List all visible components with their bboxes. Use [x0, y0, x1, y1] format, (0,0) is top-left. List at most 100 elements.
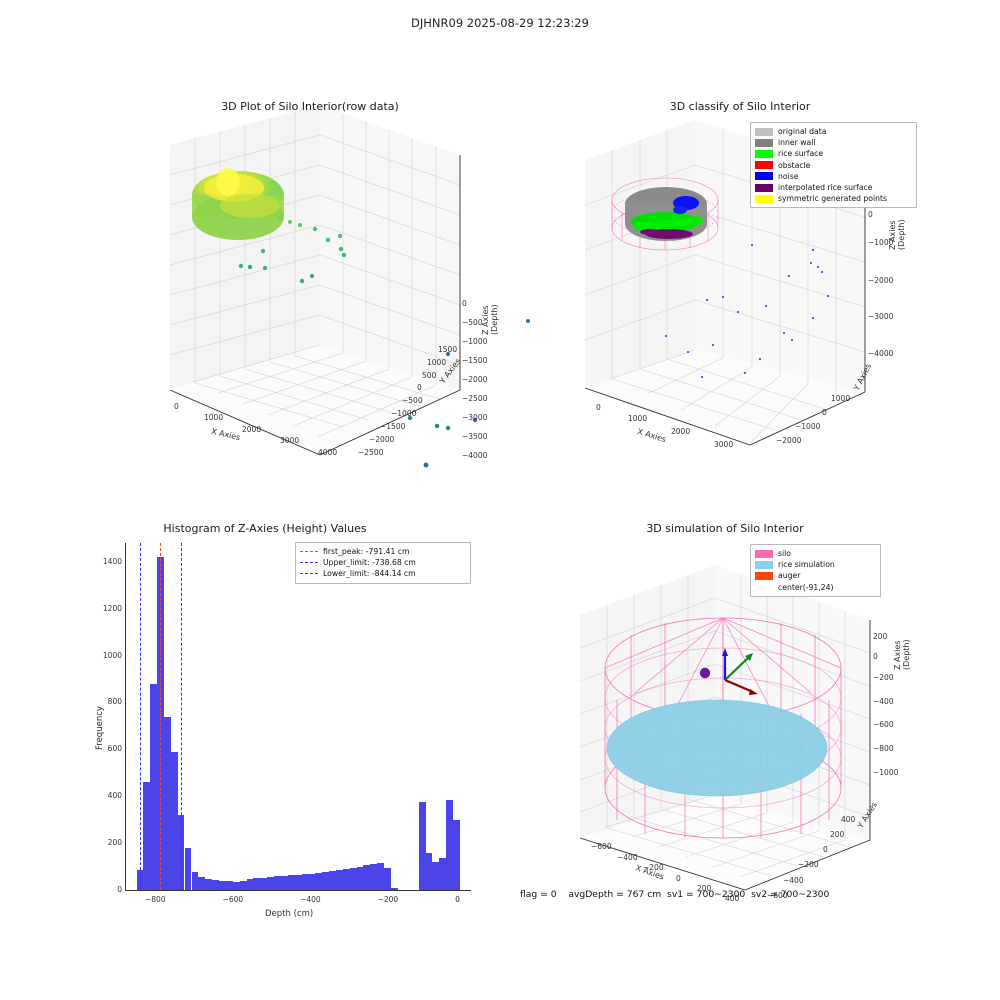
histogram-bar: [315, 872, 323, 890]
legend-label-interpolated-rice-surface: interpolated rice surface: [778, 183, 873, 193]
raw3d-grid: [169, 111, 461, 438]
legend-label-rice-surface: rice surface: [778, 149, 824, 159]
histogram-bar: [260, 877, 268, 890]
histogram-y-tick: 1400: [102, 556, 122, 566]
legend-item-first-peak: first_peak: -791.41 cm: [300, 546, 465, 557]
panel-simulation-3d: 3D simulation of Silo Interior: [545, 520, 945, 920]
raw3d-canvas: [169, 105, 530, 468]
swatch-interpolated-rice-surface: [755, 183, 773, 192]
simulation3d-zlabel: Z Axies (Depth): [893, 639, 911, 670]
classify3d-zlabel: Z Axies (Depth): [888, 219, 906, 250]
panel-classify-3d-plot: 3D classify of Silo Interior: [570, 100, 950, 480]
legend-item-inner-wall: inner wall: [755, 137, 911, 148]
classify3d-spines: [584, 172, 866, 446]
legend-item-silo: silo: [755, 548, 875, 559]
histogram-bar: [225, 881, 233, 890]
simulation3d-canvas: [579, 565, 871, 891]
histogram-bar: [274, 876, 281, 890]
histogram-bar: [280, 875, 288, 890]
raw3d-zlabel: Z Axies (Depth): [481, 304, 499, 335]
histogram-y-tick: 800: [107, 697, 122, 707]
histogram-x-tick: −600: [222, 895, 244, 904]
histogram-bar: [212, 880, 219, 890]
line-upper-limit: [300, 562, 318, 564]
histogram-bar: [308, 873, 316, 890]
swatch-silo: [755, 549, 773, 558]
classify3d-rice-surface: [631, 212, 704, 232]
histogram-bar: [232, 881, 240, 890]
simulation3d-silo-wireframe: [604, 617, 842, 839]
classify3d-noise-cluster: [673, 196, 699, 214]
histogram-bar: [239, 880, 247, 890]
swatch-symmetric-generated-points: [755, 194, 773, 203]
histogram-bar: [363, 865, 371, 890]
classify3d-title: 3D classify of Silo Interior: [669, 100, 811, 113]
histogram-y-tick: 1200: [102, 603, 122, 613]
histogram-x-tick: −800: [145, 895, 166, 904]
histogram-bar: [377, 862, 385, 890]
histogram-bar: [384, 867, 392, 890]
legend-label-obstacle: obstacle: [778, 160, 811, 170]
histogram-ylabel: Frequency: [95, 706, 105, 750]
histogram-legend: first_peak: -791.41 cm Upper_limit: -738…: [295, 542, 471, 584]
swatch-rice-simulation: [755, 560, 773, 569]
legend-item-rice-surface: rice surface: [755, 148, 911, 159]
panel-raw-3d-plot: 3D Plot of Silo Interior(row data): [130, 100, 530, 480]
histogram-bar: [342, 868, 350, 890]
swatch-inner-wall: [755, 138, 773, 147]
simulation3d-title: 3D simulation of Silo Interior: [646, 522, 804, 535]
figure-suptitle: DJHNR09 2025-08-29 12:23:29: [411, 16, 589, 30]
classify3d-noise-points: [665, 244, 829, 378]
legend-item-auger: auger: [755, 570, 875, 581]
histogram-bar: [432, 861, 440, 890]
legend-label-symmetric-generated-points: symmetric generated points: [778, 194, 888, 204]
histogram-marker-line: [160, 543, 162, 890]
histogram-bar: [253, 878, 261, 890]
histogram-bar: [267, 877, 275, 890]
histogram-bar: [370, 863, 378, 890]
histogram-title: Histogram of Z-Axies (Height) Values: [163, 522, 367, 535]
legend-label-first-peak: first_peak: -791.41 cm: [323, 547, 410, 557]
histogram-marker-line: [139, 543, 141, 890]
legend-label-silo: silo: [778, 549, 791, 559]
histogram-x-tick: −200: [377, 895, 399, 904]
histogram-bar: [184, 847, 192, 890]
histogram-bar: [294, 874, 302, 890]
classify3d-canvas: [584, 120, 866, 446]
legend-label-inner-wall: inner wall: [778, 138, 816, 148]
classify3d-interpolated-surface: [640, 229, 693, 239]
line-lower-limit: [300, 573, 318, 575]
swatch-obstacle: [755, 161, 773, 170]
legend-label-rice-simulation: rice simulation: [778, 560, 835, 570]
histogram-x-tick: −400: [300, 895, 321, 904]
histogram-bar: [150, 683, 157, 890]
histogram-bar: [452, 819, 460, 890]
swatch-original-data: [755, 127, 773, 136]
legend-label-original-data: original data: [778, 127, 827, 137]
histogram-bar: [246, 879, 254, 890]
legend-item-symmetric-generated-points: symmetric generated points: [755, 193, 911, 204]
legend-item-rice-simulation: rice simulation: [755, 559, 875, 570]
legend-item-upper-limit: Upper_limit: -738.68 cm: [300, 557, 465, 568]
classify3d-legend: original data inner wall rice surface ob…: [750, 122, 917, 209]
histogram-marker-line: [180, 543, 182, 890]
histogram-x-tick: 0: [455, 895, 460, 904]
histogram-bar: [356, 866, 364, 890]
histogram-threshold-lines: [126, 543, 471, 890]
histogram-bar: [164, 716, 171, 890]
swatch-center: [755, 583, 773, 591]
raw3d-point-cloud: [192, 168, 284, 240]
panel-histogram: Histogram of Z-Axies (Height) Values 0 20…: [80, 520, 500, 920]
histogram-bar: [191, 872, 199, 890]
legend-label-upper-limit: Upper_limit: -738.68 cm: [323, 558, 416, 568]
swatch-rice-surface: [755, 149, 773, 158]
line-first-peak: [300, 551, 318, 553]
histogram-y-tick: 400: [107, 791, 122, 801]
legend-label-noise: noise: [778, 171, 799, 181]
simulation3d-auger-axes: [722, 648, 758, 695]
footer-status-line: flag = 0 avgDepth = 767 cm sv1 = 700~230…: [520, 889, 830, 900]
histogram-bar: [439, 858, 447, 890]
legend-item-original-data: original data: [755, 126, 911, 137]
legend-item-obstacle: obstacle: [755, 160, 911, 171]
